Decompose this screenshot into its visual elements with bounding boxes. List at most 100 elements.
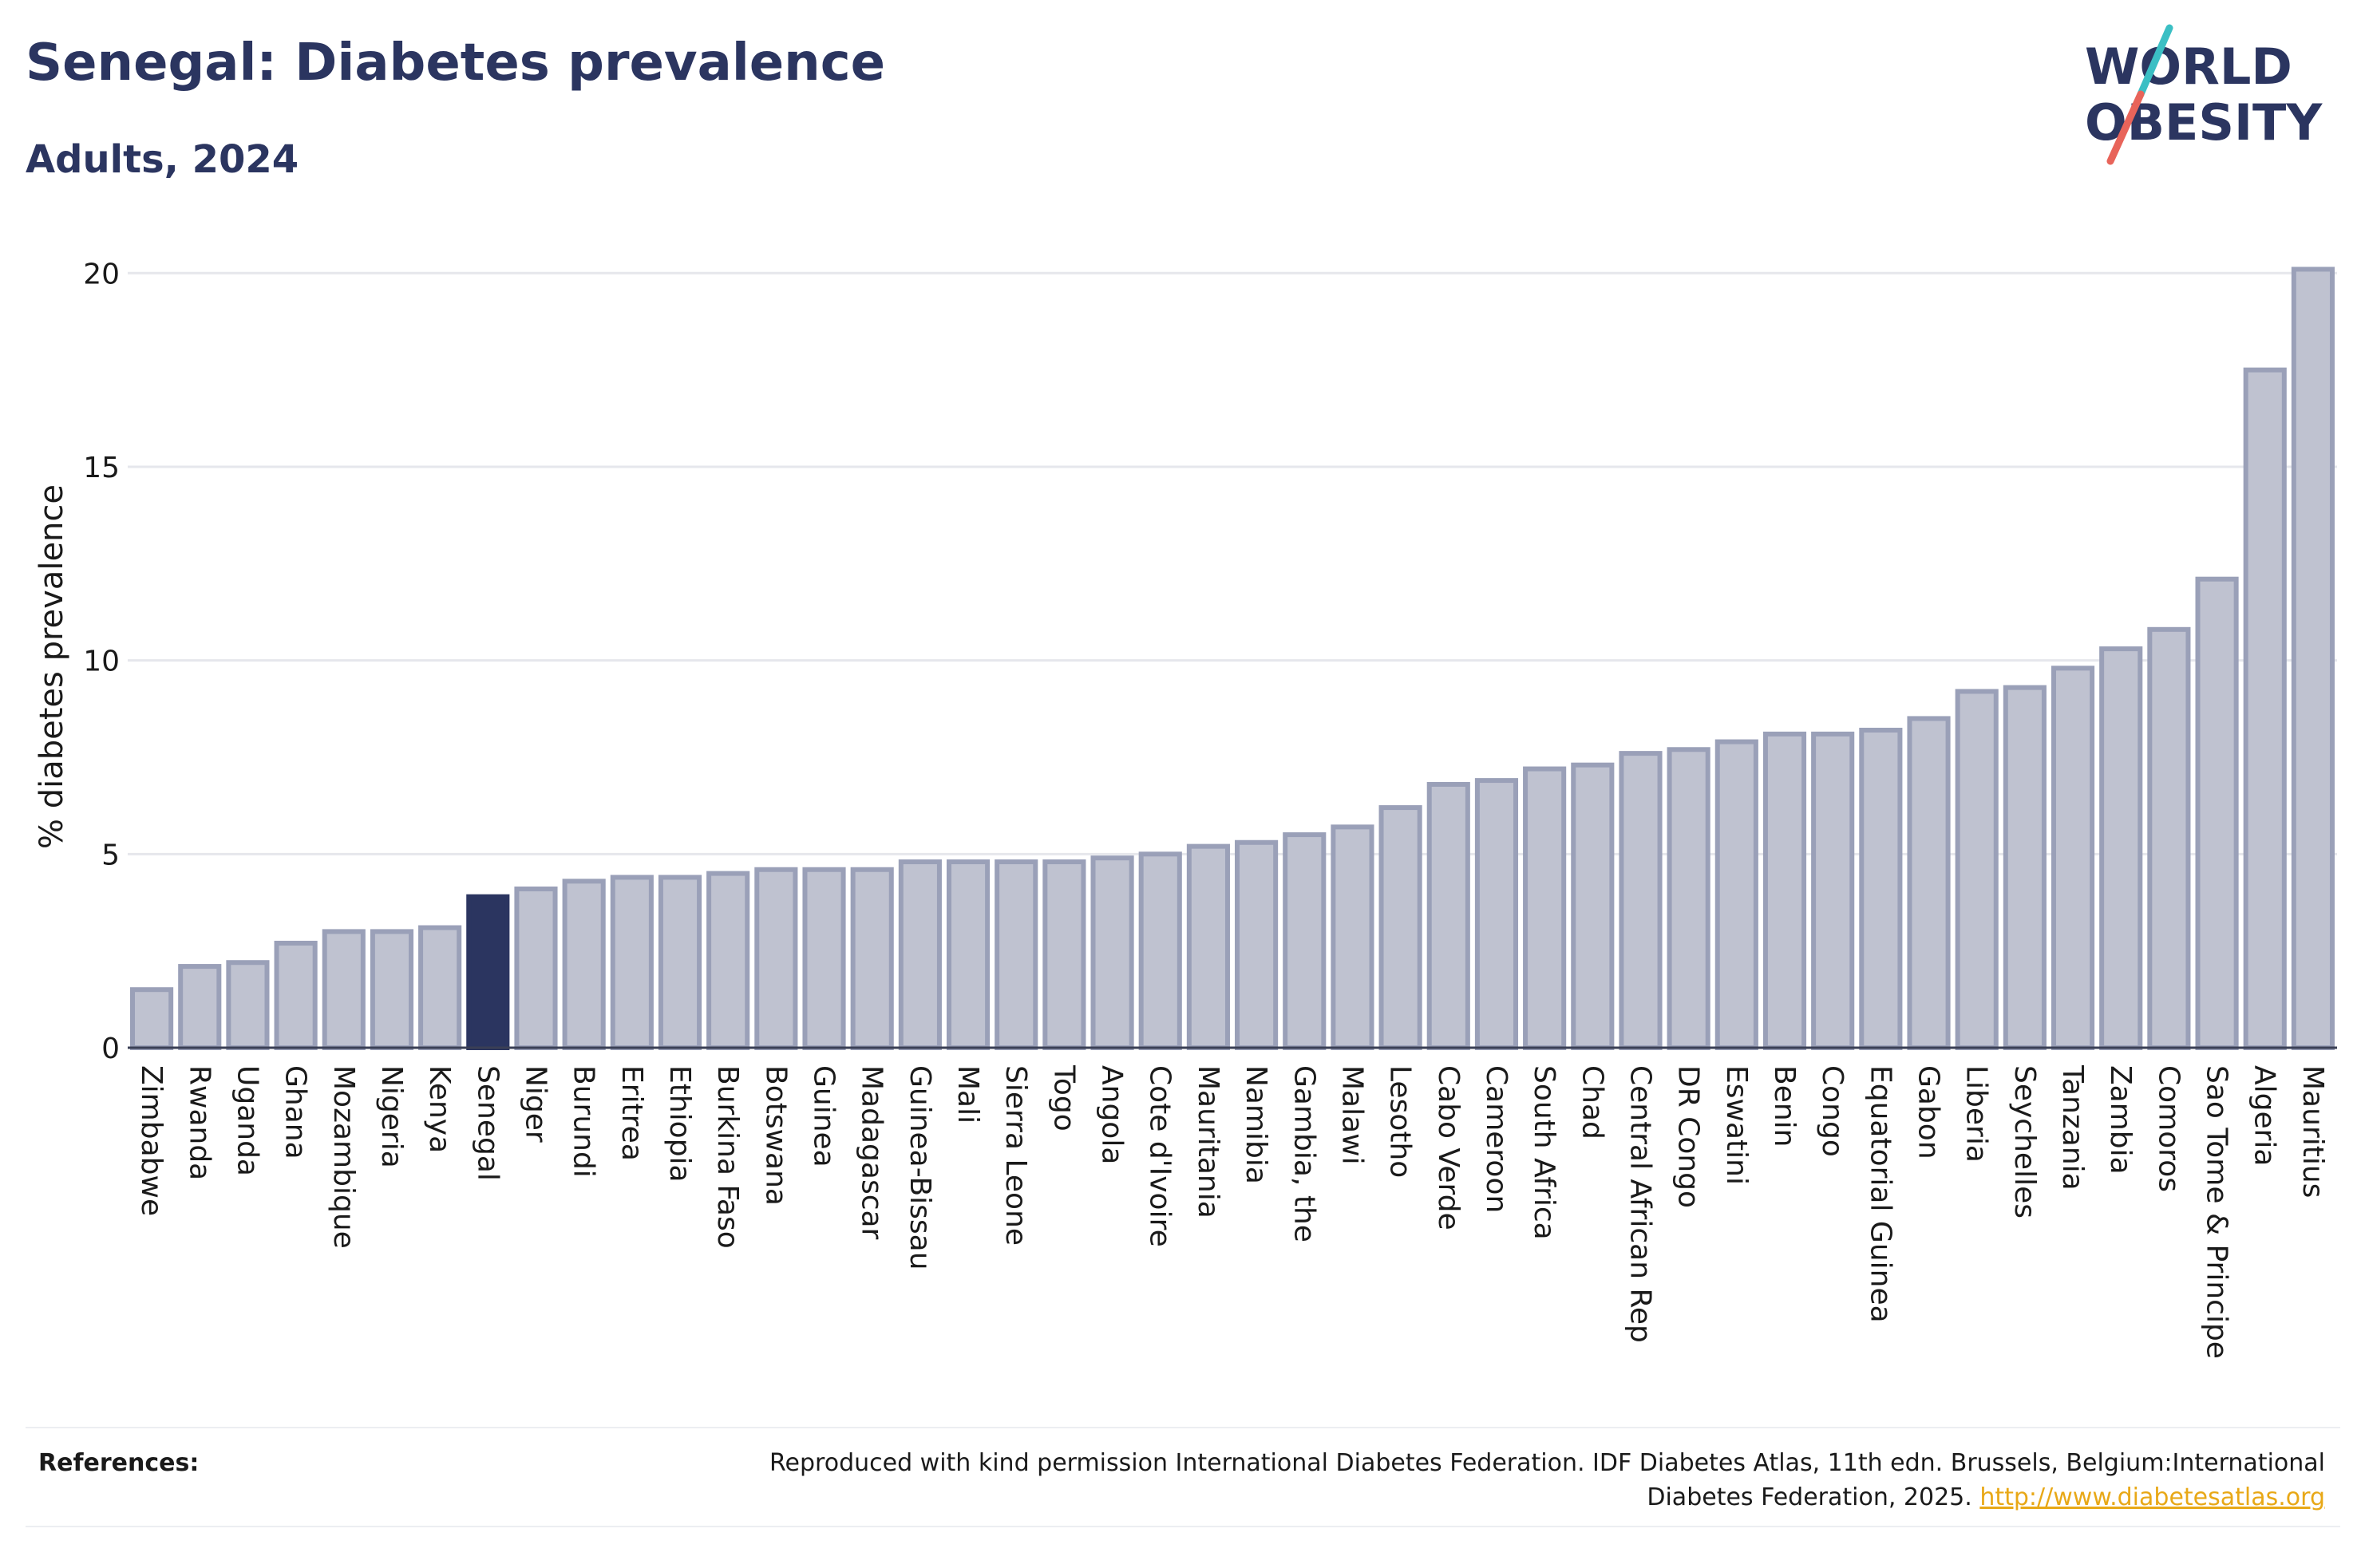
bar [658, 875, 702, 1050]
bar [514, 887, 558, 1050]
y-tick-label: 10 [83, 646, 120, 678]
x-tick-label: Cote d'Ivoire [1144, 1065, 1177, 1247]
bar [226, 960, 270, 1050]
bar [754, 867, 798, 1050]
x-tick-label: Burkina Faso [711, 1065, 744, 1249]
x-tick-label: Zimbabwe [135, 1065, 168, 1216]
x-tick-label: South Africa [1528, 1065, 1560, 1240]
x-tick-label: Ethiopia [663, 1065, 696, 1183]
bar [274, 940, 318, 1050]
bar [1138, 851, 1182, 1050]
x-tick-label: Central African Rep [1623, 1065, 1656, 1343]
bar [1426, 781, 1470, 1050]
y-tick-label: 5 [101, 839, 120, 871]
x-tick-label: Guinea-Bissau [904, 1065, 936, 1270]
x-tick-label: Mauritania [1192, 1065, 1224, 1218]
bar [1714, 739, 1758, 1050]
y-tick-label: 20 [83, 258, 120, 290]
world-obesity-logo: WORLD OBESITY [2085, 24, 2323, 165]
x-tick-label: Sao Tome & Principe [2201, 1065, 2233, 1359]
x-tick-label: Namibia [1240, 1065, 1272, 1184]
bar [802, 867, 846, 1050]
x-tick-label: Lesotho [1384, 1065, 1417, 1178]
bar [1859, 728, 1903, 1050]
bar [2195, 576, 2239, 1050]
x-tick-label: Cabo Verde [1432, 1065, 1465, 1230]
bar [1378, 805, 1422, 1050]
bar [130, 987, 174, 1050]
references-top-divider [26, 1427, 2340, 1428]
bar [562, 879, 606, 1051]
bar [2003, 685, 2047, 1050]
x-tick-label: Cameroon [1480, 1065, 1513, 1213]
logo-slash-red [2106, 90, 2145, 165]
bar [610, 875, 654, 1050]
bar [322, 929, 366, 1051]
bar [2051, 666, 2095, 1051]
x-tick-label: Eritrea [615, 1065, 648, 1161]
bar [1283, 832, 1327, 1051]
x-tick-label: Algeria [2248, 1065, 2281, 1167]
references-citation: Reproduced with kind permission Internat… [769, 1449, 2325, 1511]
references-text: Reproduced with kind permission Internat… [665, 1446, 2325, 1515]
x-tick-label: Kenya [423, 1065, 456, 1153]
references-link[interactable]: http://www.diabetesatlas.org [1979, 1483, 2325, 1511]
x-tick-label: Nigeria [375, 1065, 408, 1168]
bar [1571, 762, 1615, 1050]
bar [1331, 824, 1374, 1050]
x-tick-label: Benin [1768, 1065, 1801, 1147]
x-tick-label: Mozambique [327, 1065, 360, 1249]
x-tick-label: Tanzania [2056, 1064, 2089, 1191]
bar [1907, 716, 1951, 1050]
bar [178, 964, 222, 1050]
bar [1811, 731, 1855, 1050]
y-tick-label: 15 [83, 452, 120, 484]
x-tick-label: DR Congo [1672, 1065, 1705, 1208]
references-label: References: [38, 1449, 200, 1477]
logo-slash-teal [2137, 24, 2173, 98]
bar [1042, 859, 1086, 1051]
bar [706, 871, 750, 1050]
logo-word-world: WORLD [2085, 38, 2292, 96]
x-tick-label: Zambia [2104, 1065, 2137, 1175]
bar [1667, 747, 1710, 1051]
x-tick-label: Madagascar [856, 1065, 888, 1240]
bar [2291, 267, 2335, 1051]
bar [1955, 689, 1999, 1051]
bar [2099, 646, 2143, 1050]
y-axis-title: % diabetes prevalence [34, 484, 70, 849]
bar [418, 925, 462, 1051]
y-tick-label: 0 [101, 1033, 120, 1065]
bar [1523, 766, 1567, 1050]
x-tick-label: Congo [1816, 1065, 1849, 1157]
x-tick-label: Burundi [568, 1065, 600, 1178]
x-tick-label: Niger [519, 1065, 552, 1143]
x-tick-label: Uganda [231, 1065, 263, 1176]
bar [1186, 843, 1230, 1050]
bar [850, 867, 894, 1050]
bar [898, 859, 942, 1051]
x-tick-label: Gambia, the [1287, 1065, 1320, 1242]
x-tick-label: Seychelles [2008, 1065, 2041, 1218]
chart-subtitle: Adults, 2024 [26, 137, 299, 182]
bar [1474, 778, 1519, 1050]
x-tick-label: Guinea [808, 1065, 840, 1167]
x-tick-label: Botswana [759, 1065, 792, 1206]
x-tick-label: Gabon [1912, 1065, 1945, 1159]
x-tick-label: Senegal [471, 1065, 504, 1181]
bar [1235, 839, 1279, 1050]
bar [995, 859, 1038, 1051]
x-tick-label: Angola [1096, 1065, 1129, 1164]
x-tick-label: Mali [951, 1065, 984, 1124]
x-tick-label: Togo [1047, 1064, 1080, 1132]
x-tick-label: Eswatini [1720, 1065, 1753, 1185]
bar [370, 929, 414, 1051]
x-tick-label: Ghana [279, 1065, 312, 1159]
x-tick-label: Equatorial Guinea [1864, 1065, 1896, 1323]
x-tick-label: Rwanda [183, 1065, 216, 1180]
chart-title: Senegal: Diabetes prevalence [26, 34, 886, 93]
bar [1762, 731, 1807, 1050]
x-tick-label: Comoros [2152, 1065, 2185, 1192]
bar-highlighted [466, 894, 510, 1050]
x-tick-label: Liberia [1960, 1065, 1993, 1163]
